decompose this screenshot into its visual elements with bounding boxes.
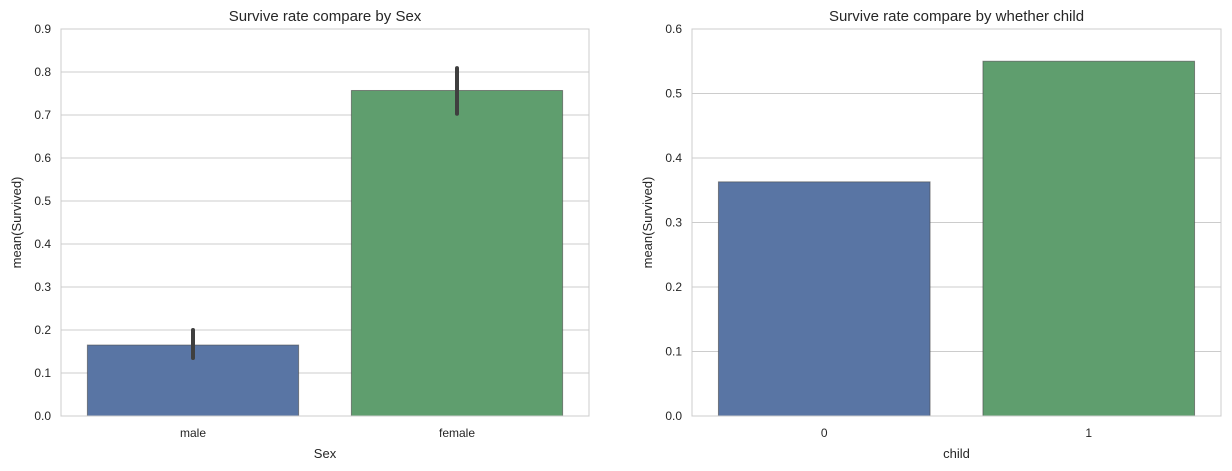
chart-sex: 0.0 0.1 0.2 0.3 0.4 0.5 0.6 0.7 0.8 0.9 male femal… — [9, 8, 590, 461]
chart-child-y-tick-label: 0.1 — [665, 345, 682, 359]
chart-sex-y-tick-label: 0.7 — [34, 108, 51, 122]
chart-sex-bars — [86, 89, 564, 417]
chart-sex-bar-female — [350, 89, 564, 417]
chart-child-y-tick-label: 0.6 — [665, 22, 682, 36]
chart-child-title: Survive rate compare by whether child — [829, 8, 1084, 25]
chart-sex-y-tick-label: 0.8 — [34, 65, 51, 79]
chart-sex-x-tick-label: female — [439, 426, 475, 440]
chart-sex-title: Survive rate compare by Sex — [229, 8, 422, 25]
chart-child-y-tick-label: 0.0 — [665, 409, 682, 423]
chart-child-y-tick-label: 0.3 — [665, 216, 682, 230]
chart-sex-y-ticks: 0.0 0.1 0.2 0.3 0.4 0.5 0.6 0.7 0.8 0.9 — [34, 22, 51, 423]
chart-child-x-axis-label: child — [943, 446, 970, 461]
chart-child-y-tick-label: 0.5 — [665, 87, 682, 101]
chart-sex-y-tick-label: 0.0 — [34, 409, 51, 423]
chart-sex-axes-frame — [60, 28, 590, 417]
chart-child-y-tick-label: 0.2 — [665, 280, 682, 294]
chart-sex-error-bars — [191, 66, 459, 360]
chart-sex-y-tick-label: 0.5 — [34, 194, 51, 208]
chart-sex-y-tick-label: 0.2 — [34, 323, 51, 337]
chart-sex-x-ticks: male female — [180, 426, 475, 440]
chart-child-bar-0 — [717, 181, 931, 417]
chart-sex-x-axis-label: Sex — [314, 446, 337, 461]
chart-child-x-tick-label: 0 — [821, 426, 828, 440]
chart-sex-y-tick-label: 0.9 — [34, 22, 51, 36]
chart-sex-y-tick-label: 0.6 — [34, 151, 51, 165]
chart-sex-y-tick-label: 0.1 — [34, 366, 51, 380]
chart-child-y-ticks: 0.0 0.1 0.2 0.3 0.4 0.5 0.6 — [665, 22, 682, 423]
chart-child-y-axis-label: mean(Survived) — [640, 177, 655, 269]
chart-child-bar-1 — [982, 60, 1196, 417]
chart-sex-y-tick-label: 0.4 — [34, 237, 51, 251]
chart-sex-y-axis-label: mean(Survived) — [9, 177, 24, 269]
chart-child-y-tick-label: 0.4 — [665, 151, 682, 165]
chart-child-axes-frame — [691, 28, 1222, 417]
chart-sex-x-tick-label: male — [180, 426, 206, 440]
chart-child-bars — [717, 60, 1196, 417]
chart-sex-y-tick-label: 0.3 — [34, 280, 51, 294]
chart-child-x-tick-label: 1 — [1085, 426, 1092, 440]
